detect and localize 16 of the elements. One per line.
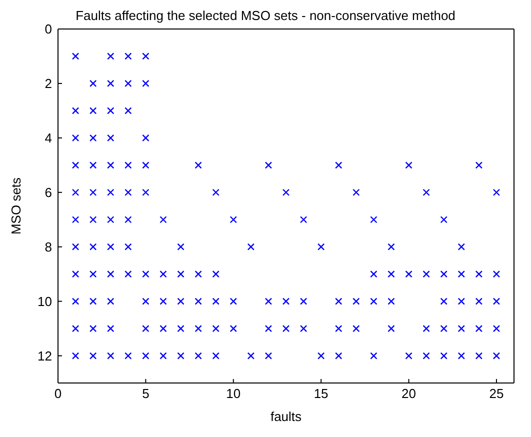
chart-title: Faults affecting the selected MSO sets - non-conservative method: [74, 8, 456, 23]
x-tick-label: 25: [489, 386, 504, 402]
y-tick-label: 12: [38, 348, 52, 364]
x-tick-label: 10: [226, 386, 241, 402]
y-tick-label: 10: [38, 294, 52, 309]
y-tick-label: 0: [44, 22, 52, 37]
y-tick-label: 8: [44, 239, 52, 254]
y-axis-title: MSO sets: [8, 176, 24, 235]
y-tick-label: 2: [44, 76, 52, 92]
x-tick-label: 15: [314, 386, 328, 402]
y-tick-label: 6: [44, 185, 52, 200]
x-tick-label: 5: [142, 386, 150, 402]
y-tick-label: 4: [44, 130, 52, 146]
x-tick-label: 0: [54, 386, 62, 402]
x-axis-title: faults: [270, 409, 302, 424]
x-tick-label: 20: [402, 386, 416, 402]
